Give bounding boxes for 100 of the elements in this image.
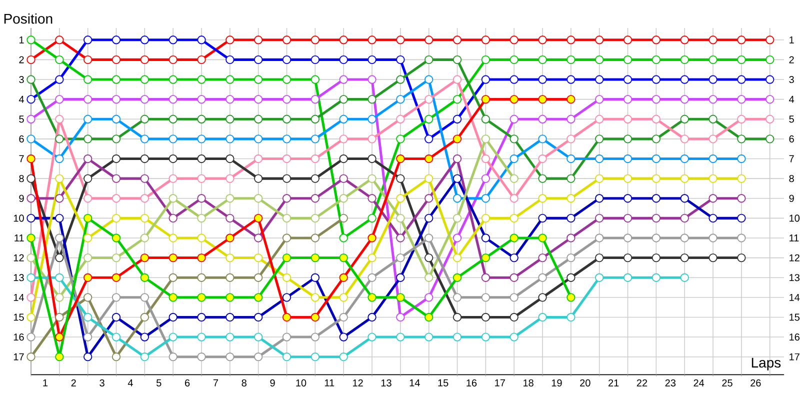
point	[254, 94, 263, 104]
point	[282, 194, 292, 203]
point	[112, 55, 121, 64]
point	[368, 273, 376, 282]
point	[112, 273, 121, 282]
point	[368, 36, 376, 44]
point	[140, 332, 150, 342]
point	[140, 114, 150, 124]
y-tick-label: 13	[14, 274, 24, 282]
point	[566, 55, 576, 64]
point	[452, 312, 462, 322]
point	[197, 234, 206, 242]
point	[452, 214, 462, 223]
point	[282, 273, 292, 282]
point	[254, 273, 263, 282]
y-tick-label: 7	[19, 155, 24, 162]
point	[766, 55, 774, 64]
point	[112, 36, 121, 44]
point	[708, 36, 718, 44]
point	[84, 75, 92, 84]
point	[112, 214, 121, 223]
y-tick-label: 11	[14, 234, 24, 242]
point	[481, 75, 490, 84]
point	[197, 36, 206, 44]
x-tick-label: 20	[580, 379, 590, 386]
point	[737, 114, 746, 124]
point	[26, 154, 36, 164]
point	[708, 234, 718, 242]
point	[226, 273, 234, 282]
point	[538, 273, 547, 282]
point	[452, 194, 462, 203]
point	[254, 36, 263, 44]
point	[680, 94, 689, 104]
point	[84, 352, 92, 362]
point	[168, 154, 178, 164]
point	[452, 36, 462, 44]
point	[396, 253, 405, 262]
point	[424, 293, 434, 302]
point	[310, 174, 320, 183]
point	[368, 253, 376, 262]
point	[510, 75, 518, 84]
point	[55, 94, 64, 104]
point	[197, 194, 206, 203]
point	[595, 134, 604, 144]
y2-tick-label: 1	[790, 36, 794, 44]
point	[538, 312, 547, 322]
point	[339, 312, 348, 322]
point	[652, 214, 661, 223]
point	[26, 352, 36, 362]
point	[310, 36, 320, 44]
point	[55, 234, 64, 242]
point	[226, 332, 234, 342]
point	[282, 55, 292, 64]
point	[197, 174, 206, 183]
point	[424, 332, 434, 342]
point	[510, 332, 518, 342]
y-tick-label: 9	[19, 194, 24, 202]
point	[282, 134, 292, 144]
point	[510, 134, 518, 144]
point	[368, 194, 376, 203]
x-tick-label: 19	[552, 379, 562, 386]
point	[282, 234, 292, 242]
point	[766, 114, 774, 124]
point	[168, 36, 178, 44]
point	[140, 234, 150, 242]
point	[26, 214, 36, 223]
point	[510, 36, 518, 44]
point	[652, 253, 661, 262]
point	[282, 114, 292, 124]
point	[55, 332, 64, 342]
point	[766, 94, 774, 104]
point	[396, 234, 405, 242]
point	[282, 154, 292, 164]
point	[396, 55, 405, 64]
point	[112, 75, 121, 84]
point	[708, 253, 718, 262]
point	[737, 55, 746, 64]
point	[566, 154, 576, 164]
point	[737, 134, 746, 144]
point	[84, 194, 92, 203]
point	[623, 234, 632, 242]
x-tick-label: 4	[128, 379, 133, 386]
point	[168, 312, 178, 322]
point	[652, 174, 661, 183]
point	[481, 214, 490, 223]
point	[282, 293, 292, 302]
point	[140, 154, 150, 164]
y2-tick-label: 13	[790, 274, 800, 282]
point	[510, 253, 518, 262]
point	[680, 253, 689, 262]
point	[140, 273, 150, 282]
point	[424, 75, 434, 84]
x-axis-title: Laps	[752, 358, 781, 370]
point	[310, 94, 320, 104]
point	[84, 94, 92, 104]
point	[680, 55, 689, 64]
x-tick-label: 1	[43, 379, 48, 386]
point	[226, 114, 234, 124]
point	[595, 154, 604, 164]
point	[680, 194, 689, 203]
